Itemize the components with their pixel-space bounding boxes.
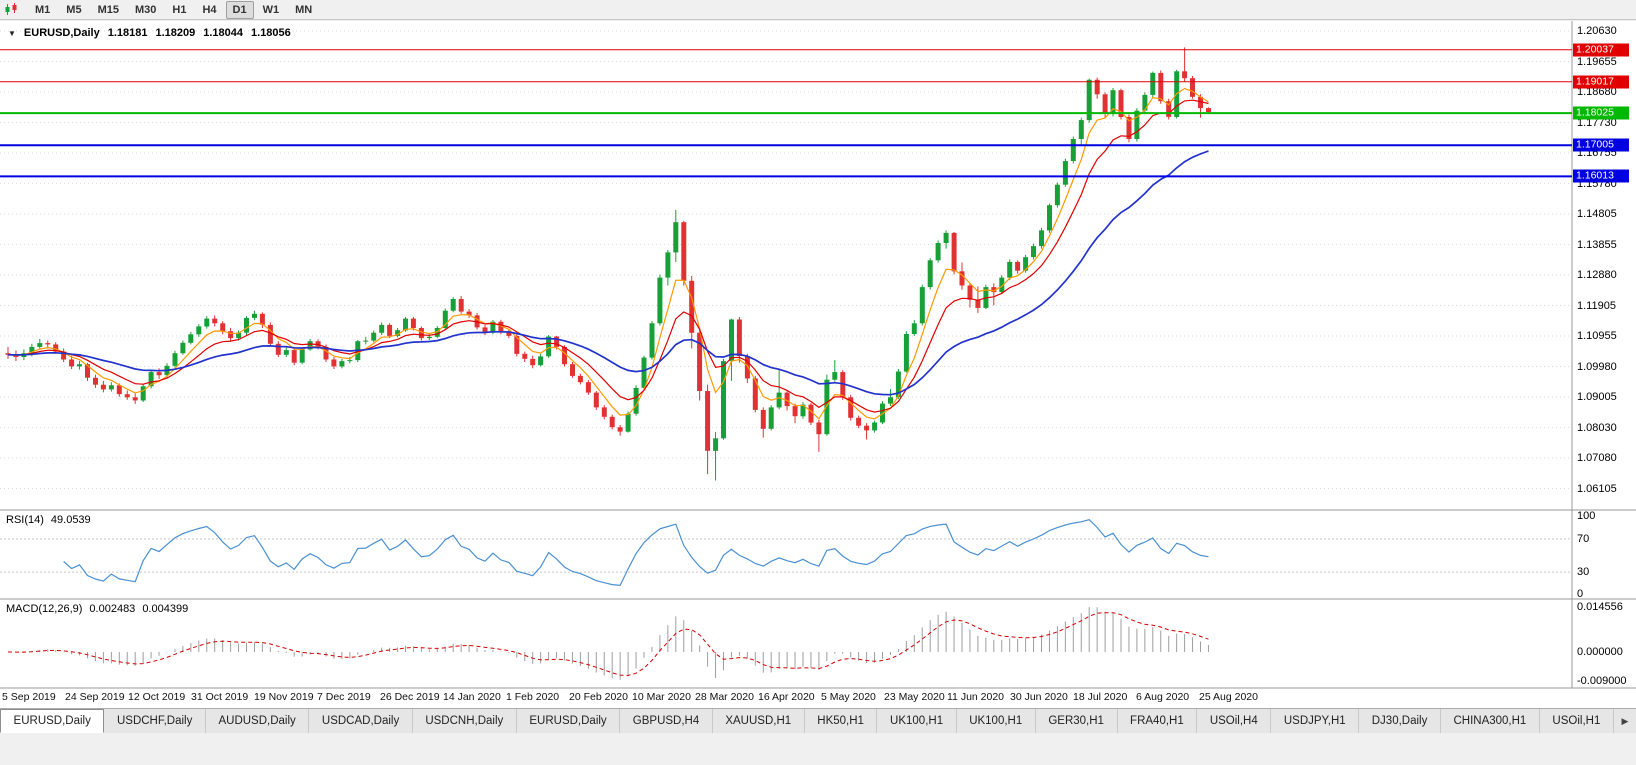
chart-tab-china300-h1-16[interactable]: CHINA300,H1: [1440, 709, 1540, 733]
timeframe-button-m30[interactable]: M30: [134, 3, 157, 16]
chart-tab-usdcad-daily-3[interactable]: USDCAD,Daily: [309, 709, 413, 733]
chart-title: EURUSD,Daily: [23, 27, 100, 39]
chart-tab-fra40-h1-12[interactable]: FRA40,H1: [1117, 709, 1198, 733]
chart-tab-bar: EURUSD,Daily USDCHF,Daily AUDUSD,Daily USDC…: [0, 708, 1636, 733]
price-level-label[interactable]: 1.19017: [1573, 75, 1629, 89]
macd-signal-value: 0.004399: [142, 603, 189, 615]
timeframe-button-m15[interactable]: M15: [97, 3, 119, 16]
timeframe-button-mn[interactable]: MN: [295, 3, 313, 16]
chart-tab-usdjpy-h1-14[interactable]: USDJPY,H1: [1271, 709, 1360, 733]
timeframe-button-h4[interactable]: H4: [202, 3, 217, 16]
chart-tab-xauusd-h1-7[interactable]: XAUUSD,H1: [712, 709, 805, 733]
timeframe-button-h1[interactable]: H1: [172, 3, 187, 16]
rsi-indicator-label: RSI(14) 49.0539: [6, 514, 91, 526]
chart-tab-usdchf-daily-1[interactable]: USDCHF,Daily: [104, 709, 206, 733]
tab-scroll-right-icon[interactable]: ▶: [1614, 709, 1636, 733]
chart-header: ▼ EURUSD,Daily 1.18181 1.18209 1.18044 1…: [8, 27, 291, 39]
chart-tabs: EURUSD,Daily USDCHF,Daily AUDUSD,Daily USDC…: [0, 709, 1614, 733]
chart-tab-gbpusd-h4-6[interactable]: GBPUSD,H4: [620, 709, 713, 733]
rsi-name: RSI(14): [6, 514, 44, 526]
timeframe-button-d1[interactable]: D1: [225, 0, 254, 19]
close-value: 1.18056: [251, 27, 291, 39]
price-level-label[interactable]: 1.16013: [1573, 169, 1629, 183]
chart-tab-ger30-h1-11[interactable]: GER30,H1: [1035, 709, 1118, 733]
timeframe-button-w1[interactable]: W1: [262, 3, 280, 16]
rsi-value: 49.0539: [50, 514, 91, 526]
macd-name: MACD(12,26,9): [6, 603, 83, 615]
open-value: 1.18181: [107, 27, 148, 39]
timeframe-button-m1[interactable]: M1: [35, 3, 51, 16]
chart-tab-usoil-h1-17[interactable]: USOil,H1: [1539, 709, 1614, 733]
price-level-label[interactable]: 1.17005: [1573, 138, 1629, 152]
chart-tab-audusd-daily-2[interactable]: AUDUSD,Daily: [205, 709, 310, 733]
timeframe-toolbar: M1 M5 M15 M30 H1 H4 D1 W1 MN: [0, 0, 1636, 20]
chart-tab-usoil-h4-13[interactable]: USOil,H4: [1197, 709, 1272, 733]
chart-tab-eurusd-daily-0[interactable]: EURUSD,Daily: [0, 709, 105, 733]
price-level-label[interactable]: 1.18025: [1573, 106, 1629, 120]
chart-tab-dj30-daily-15[interactable]: DJ30,Daily: [1359, 709, 1441, 733]
collapse-icon[interactable]: ▼: [8, 28, 16, 38]
timeframe-button-m5[interactable]: M5: [66, 3, 82, 16]
price-level-label[interactable]: 1.20037: [1573, 43, 1629, 57]
chart-tab-uk100-h1-9[interactable]: UK100,H1: [877, 709, 957, 733]
macd-main-value: 0.002483: [89, 603, 136, 615]
chart-tab-eurusd-daily-5[interactable]: EURUSD,Daily: [516, 709, 621, 733]
chart-tab-usdcnh-daily-4[interactable]: USDCNH,Daily: [412, 709, 517, 733]
chart-tab-uk100-h1-10[interactable]: UK100,H1: [956, 709, 1036, 733]
candlestick-chart-icon[interactable]: [4, 3, 19, 16]
low-value: 1.18044: [203, 27, 244, 39]
chart-tab-hk50-h1-8[interactable]: HK50,H1: [804, 709, 878, 733]
high-value: 1.18209: [155, 27, 196, 39]
timeframe-buttons: M1 M5 M15 M30 H1 H4 D1 W1 MN: [28, 0, 319, 19]
macd-indicator-label: MACD(12,26,9) 0.002483 0.004399: [6, 603, 188, 615]
